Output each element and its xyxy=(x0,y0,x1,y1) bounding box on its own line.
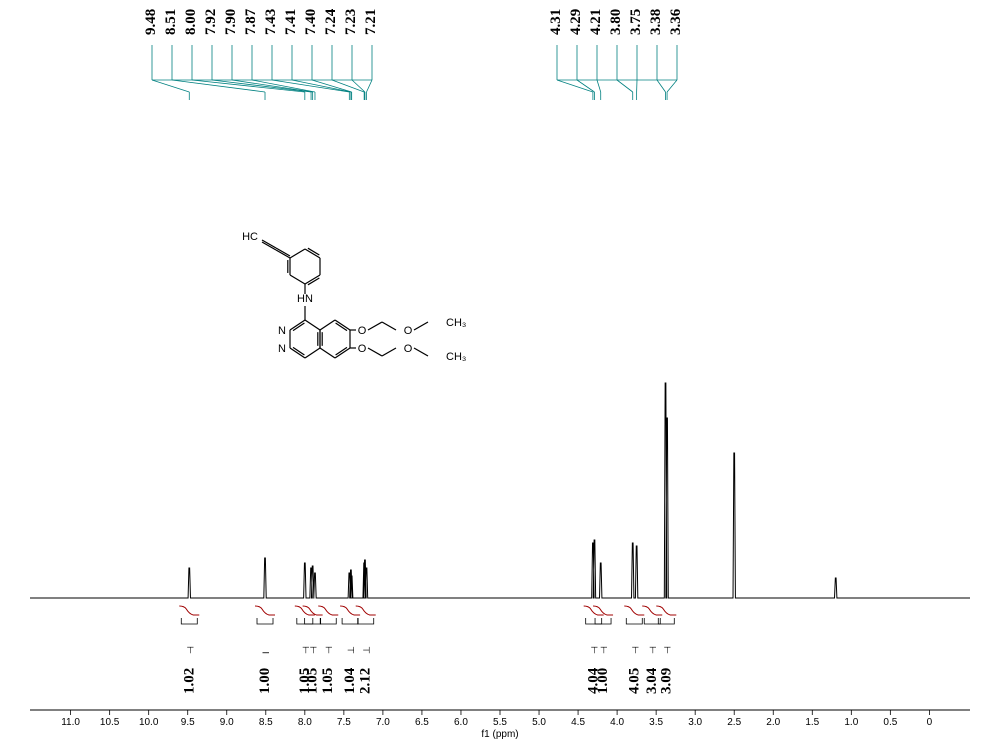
x-axis-tick-label: 9.5 xyxy=(181,717,195,728)
peak-ppm-label: 9.48 xyxy=(143,9,159,35)
peak-ppm-label: 4.29 xyxy=(568,9,584,35)
integral-marker: ⊣ xyxy=(599,646,609,654)
integral-marker: ⊥ xyxy=(362,646,372,654)
x-axis-tick-label: 3.0 xyxy=(688,717,702,728)
peak-ppm-label: 3.38 xyxy=(648,9,664,35)
integral-value-label: 1.00 xyxy=(595,668,611,694)
x-axis-tick-label: 5.5 xyxy=(493,717,507,728)
integral-value-label: 3.09 xyxy=(658,668,674,694)
peak-ppm-label: 7.24 xyxy=(323,8,339,35)
integral-value-label: 1.02 xyxy=(181,668,197,694)
x-axis-tick-label: 11.0 xyxy=(61,717,80,728)
peak-ppm-label: 3.36 xyxy=(668,8,684,35)
peak-ppm-label: 7.92 xyxy=(203,9,219,35)
x-axis-tick-label: 10.0 xyxy=(139,717,159,728)
integral-value-label: 1.05 xyxy=(320,668,336,694)
x-axis-tick-label: 6.0 xyxy=(454,717,468,728)
integral-marker: ⊥ xyxy=(346,646,356,654)
integral-marker: I xyxy=(261,651,271,654)
atom-label: O xyxy=(358,325,367,337)
x-axis-tick-label: 4.0 xyxy=(610,717,624,728)
nmr-spectrum-svg: 9.488.518.007.927.907.877.437.417.407.24… xyxy=(0,0,1000,748)
peak-ppm-label: 7.23 xyxy=(343,9,359,35)
integral-marker: ⊣ xyxy=(648,646,658,654)
atom-label: HC xyxy=(242,231,258,243)
peak-ppm-label: 4.21 xyxy=(588,9,604,35)
x-axis-tick-label: 9.0 xyxy=(220,717,234,728)
peak-ppm-label: 7.40 xyxy=(303,9,319,35)
integral-value-label: 2.12 xyxy=(358,668,374,694)
nmr-spectrum-container: 9.488.518.007.927.907.877.437.417.407.24… xyxy=(0,0,1000,748)
integral-value-label: 1.00 xyxy=(257,668,273,694)
x-axis-tick-label: 2.0 xyxy=(766,717,780,728)
atom-label: O xyxy=(358,343,367,355)
integral-value-label: 1.05 xyxy=(305,668,321,694)
integral-marker: ⊣ xyxy=(185,646,195,654)
x-axis-tick-label: 0.5 xyxy=(883,717,897,728)
x-axis-tick-label: 7.0 xyxy=(376,717,390,728)
x-axis-tick-label: 5.0 xyxy=(532,717,546,728)
x-axis-tick-label: 7.5 xyxy=(337,717,351,728)
x-axis-tick-label: 10.5 xyxy=(100,717,120,728)
peak-ppm-label: 8.51 xyxy=(163,9,179,35)
integral-value-label: 1.04 xyxy=(342,667,358,694)
peak-ppm-label: 7.43 xyxy=(263,9,279,35)
x-axis-tick-label: 1.5 xyxy=(805,717,819,728)
atom-label: HN xyxy=(297,293,313,305)
x-axis-tick-label: 3.5 xyxy=(649,717,663,728)
x-axis-tick-label: 2.5 xyxy=(727,717,741,728)
peak-ppm-label: 8.00 xyxy=(183,9,199,35)
peak-ppm-label: 7.21 xyxy=(363,9,379,35)
x-axis-title: f1 (ppm) xyxy=(481,729,518,740)
x-axis-tick-label: 6.5 xyxy=(415,717,429,728)
integral-marker: ⊣ xyxy=(630,646,640,654)
peak-ppm-label: 7.41 xyxy=(283,9,299,35)
peak-ppm-label: 7.87 xyxy=(243,8,259,35)
x-axis-tick-label: 8.5 xyxy=(259,717,273,728)
spectrum-trace xyxy=(55,383,945,598)
x-axis-tick-label: 0 xyxy=(927,717,933,728)
atom-label: N xyxy=(278,343,286,355)
x-axis-tick-label: 8.0 xyxy=(298,717,312,728)
peak-ppm-label: 3.80 xyxy=(608,9,624,35)
peak-ppm-label: 4.31 xyxy=(548,9,564,35)
molecule-structure: NNHNHCOOCH₃OOCH₃ xyxy=(242,231,466,363)
integral-marker: ⊣ xyxy=(309,646,319,654)
x-axis-tick-label: 1.0 xyxy=(844,717,858,728)
atom-label: O xyxy=(404,325,413,337)
integral-value-label: 4.05 xyxy=(626,668,642,694)
atom-label: O xyxy=(404,343,413,355)
peak-ppm-label: 7.90 xyxy=(223,9,239,35)
integral-marker: ⊣ xyxy=(662,646,672,654)
peak-ppm-label: 3.75 xyxy=(628,9,644,35)
x-axis-tick-label: 4.5 xyxy=(571,717,585,728)
atom-label: N xyxy=(278,325,286,337)
atom-label: CH₃ xyxy=(446,351,466,363)
atom-label: CH₃ xyxy=(446,317,466,329)
integral-marker: ⊣ xyxy=(324,646,334,654)
